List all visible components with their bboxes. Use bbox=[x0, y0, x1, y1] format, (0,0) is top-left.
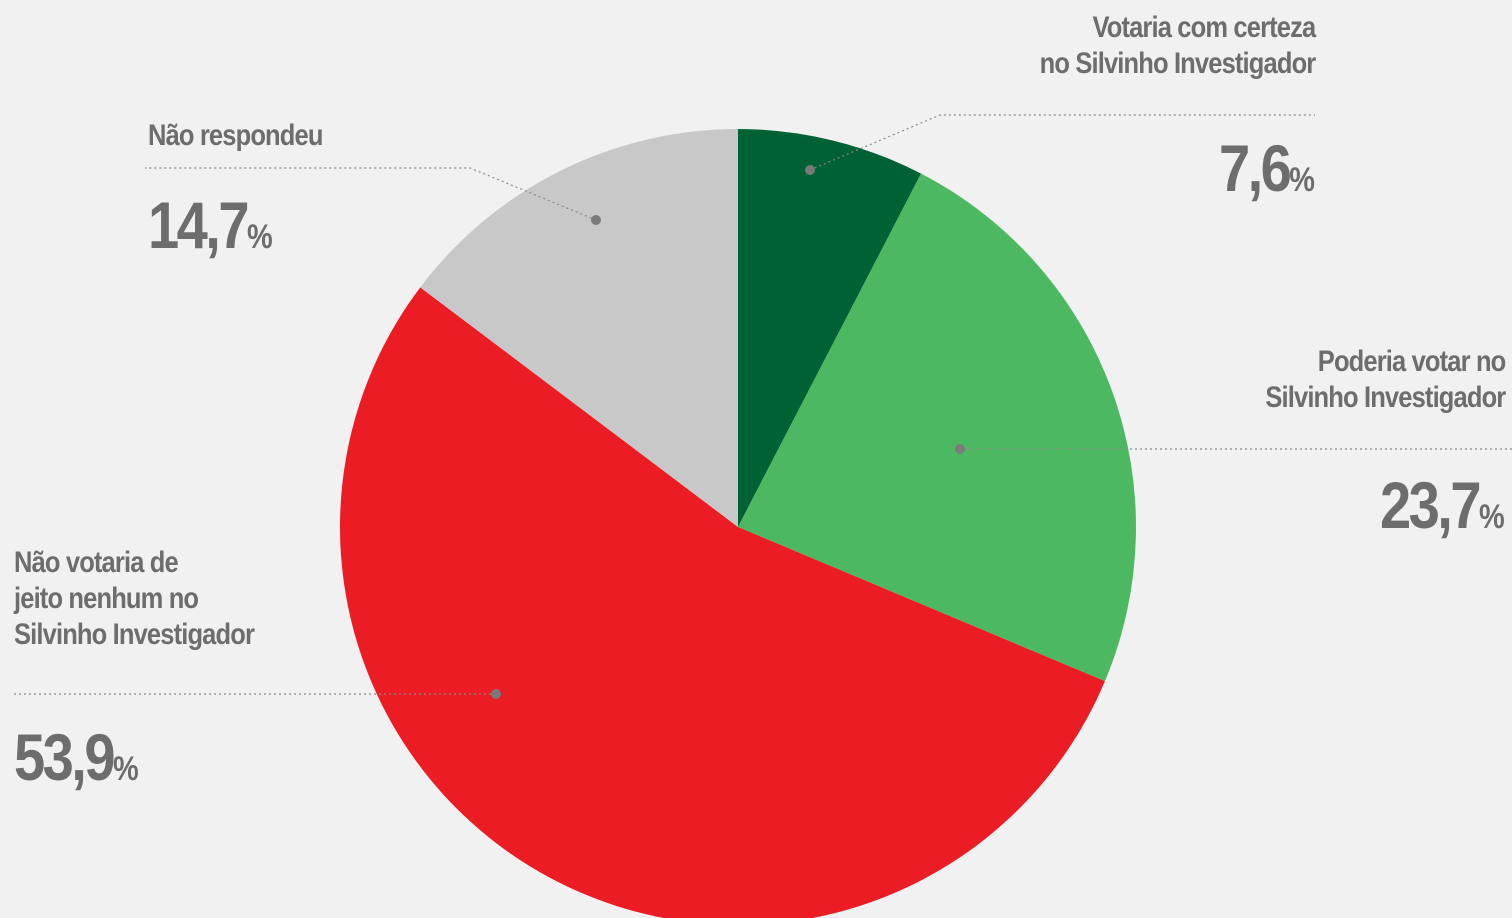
leader-dot bbox=[591, 215, 601, 225]
value-label: 14,7% bbox=[148, 188, 273, 262]
pie-slice bbox=[340, 287, 1105, 918]
slice-label: Votaria com certeza no Silvinho Investig… bbox=[1039, 11, 1316, 80]
slice-label: Não votaria de jeito nenhum no Silvinho … bbox=[14, 546, 255, 651]
leader-line bbox=[809, 114, 1315, 171]
pie-slice bbox=[738, 129, 922, 527]
pie-slice bbox=[738, 173, 1136, 682]
slice-label: Não respondeu bbox=[148, 119, 323, 152]
value-label: 23,7% bbox=[1380, 468, 1505, 542]
leader-dot bbox=[805, 165, 815, 175]
leader-dot bbox=[955, 444, 965, 454]
leader-dot bbox=[491, 689, 501, 699]
value-label: 53,9% bbox=[14, 720, 139, 794]
value-label: 7,6% bbox=[1218, 131, 1315, 205]
slice-label: Poderia votar no Silvinho Investigador bbox=[1264, 345, 1506, 414]
pie-slice bbox=[420, 129, 738, 527]
leader-line bbox=[145, 167, 597, 221]
